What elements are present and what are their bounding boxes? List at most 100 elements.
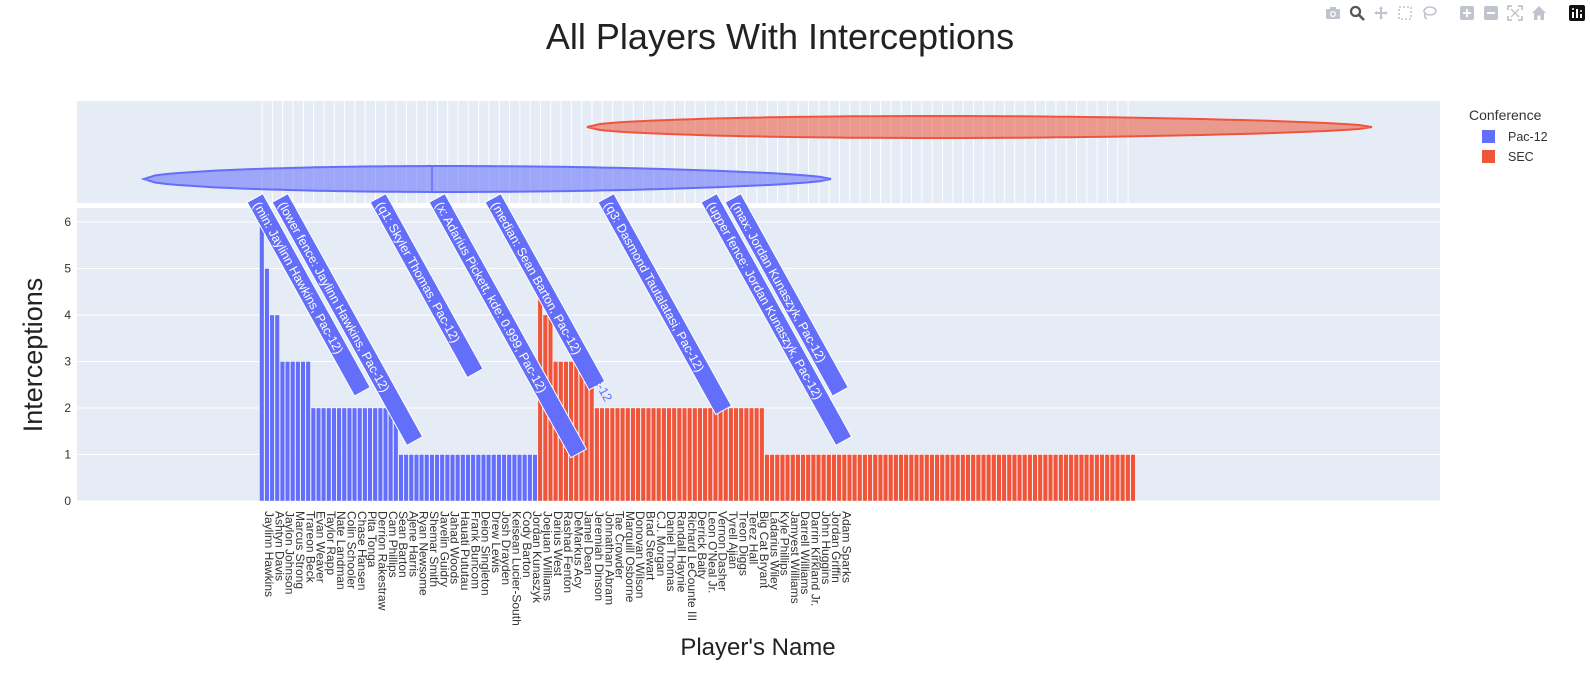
bar-sec[interactable] [671,407,677,502]
bar-pac12[interactable] [331,407,337,502]
bar-sec[interactable] [779,454,785,502]
bar-sec[interactable] [867,454,873,502]
bar-sec[interactable] [986,454,992,502]
bar-sec[interactable] [991,454,997,502]
bar-sec[interactable] [883,454,889,502]
bar-sec[interactable] [630,407,636,502]
bar-pac12[interactable] [336,407,342,502]
bar-sec[interactable] [810,454,816,502]
bar-pac12[interactable] [444,454,450,502]
bar-sec[interactable] [857,454,863,502]
zoom-icon[interactable] [1348,4,1366,22]
zoom-in-icon[interactable] [1458,4,1476,22]
zoom-out-icon[interactable] [1482,4,1500,22]
legend-item-sec[interactable]: SEC [1482,150,1534,164]
bar-sec[interactable] [960,454,966,502]
bar-pac12[interactable] [434,454,440,502]
bar-sec[interactable] [707,407,713,502]
bar-sec[interactable] [800,454,806,502]
bar-pac12[interactable] [413,454,419,502]
bar-sec[interactable] [1006,454,1012,502]
bar-pac12[interactable] [455,454,461,502]
bar-sec[interactable] [872,454,878,502]
bar-pac12[interactable] [475,454,481,502]
bar-sec[interactable] [1130,454,1136,502]
bar-pac12[interactable] [326,407,332,502]
legend-item-pac12[interactable]: Pac-12 [1482,130,1548,144]
bar-sec[interactable] [759,407,765,502]
bar-sec[interactable] [996,454,1002,502]
bar-sec[interactable] [1078,454,1084,502]
bar-sec[interactable] [913,454,919,502]
bar-sec[interactable] [728,407,734,502]
bar-sec[interactable] [774,454,780,502]
bar-sec[interactable] [599,407,605,502]
bar-sec[interactable] [852,454,858,502]
bar-sec[interactable] [764,454,770,502]
pan-icon[interactable] [1372,4,1390,22]
bar-pac12[interactable] [408,454,414,502]
bar-sec[interactable] [1001,454,1007,502]
bar-sec[interactable] [743,407,749,502]
bar-sec[interactable] [712,407,718,502]
bar-sec[interactable] [1068,454,1074,502]
bar-sec[interactable] [1058,454,1064,502]
bar-pac12[interactable] [377,407,383,502]
box-select-icon[interactable] [1396,4,1414,22]
bar-pac12[interactable] [321,407,327,502]
bar-sec[interactable] [955,454,961,502]
bar-sec[interactable] [1094,454,1100,502]
bar-sec[interactable] [723,407,729,502]
bar-sec[interactable] [604,407,610,502]
bar-sec[interactable] [692,407,698,502]
bar-pac12[interactable] [279,361,285,502]
bar-sec[interactable] [1048,454,1053,502]
bar-sec[interactable] [769,454,775,502]
bar-sec[interactable] [702,407,708,502]
bar-pac12[interactable] [290,361,296,502]
bar-sec[interactable] [831,454,837,502]
bar-pac12[interactable] [388,407,394,502]
bar-sec[interactable] [661,407,667,502]
bar-sec[interactable] [733,407,739,502]
bar-sec[interactable] [924,454,930,502]
bar-pac12[interactable] [532,454,538,502]
bar-sec[interactable] [1115,454,1120,502]
bar-pac12[interactable] [450,454,455,502]
bar-sec[interactable] [934,454,940,502]
bar-sec[interactable] [877,454,883,502]
bar-sec[interactable] [939,454,945,502]
bar-pac12[interactable] [486,454,492,502]
bar-sec[interactable] [908,454,914,502]
bar-pac12[interactable] [491,454,497,502]
bar-sec[interactable] [1032,454,1038,502]
bar-sec[interactable] [1063,454,1069,502]
bar-sec[interactable] [785,454,791,502]
bar-sec[interactable] [620,407,626,502]
bar-sec[interactable] [795,454,801,502]
bar-pac12[interactable] [346,407,352,502]
bar-pac12[interactable] [310,407,316,502]
bar-sec[interactable] [929,454,935,502]
bar-sec[interactable] [1109,454,1115,502]
bar-pac12[interactable] [274,314,280,502]
bar-sec[interactable] [903,454,909,502]
violin-pac12[interactable] [140,165,832,193]
bar-sec[interactable] [718,407,724,502]
bar-sec[interactable] [738,407,744,502]
bar-sec[interactable] [981,454,986,502]
bar-pac12[interactable] [264,268,270,502]
bar-pac12[interactable] [501,454,507,502]
bar-sec[interactable] [1037,454,1043,502]
bar-pac12[interactable] [465,454,471,502]
bar-sec[interactable] [846,454,852,502]
bar-sec[interactable] [1084,454,1090,502]
bar-sec[interactable] [970,454,976,502]
bar-sec[interactable] [754,407,760,502]
bar-sec[interactable] [841,454,847,502]
bar-sec[interactable] [950,454,956,502]
bar-pac12[interactable] [496,454,502,502]
autoscale-icon[interactable] [1506,4,1524,22]
bar-sec[interactable] [645,407,651,502]
bar-pac12[interactable] [527,454,533,502]
